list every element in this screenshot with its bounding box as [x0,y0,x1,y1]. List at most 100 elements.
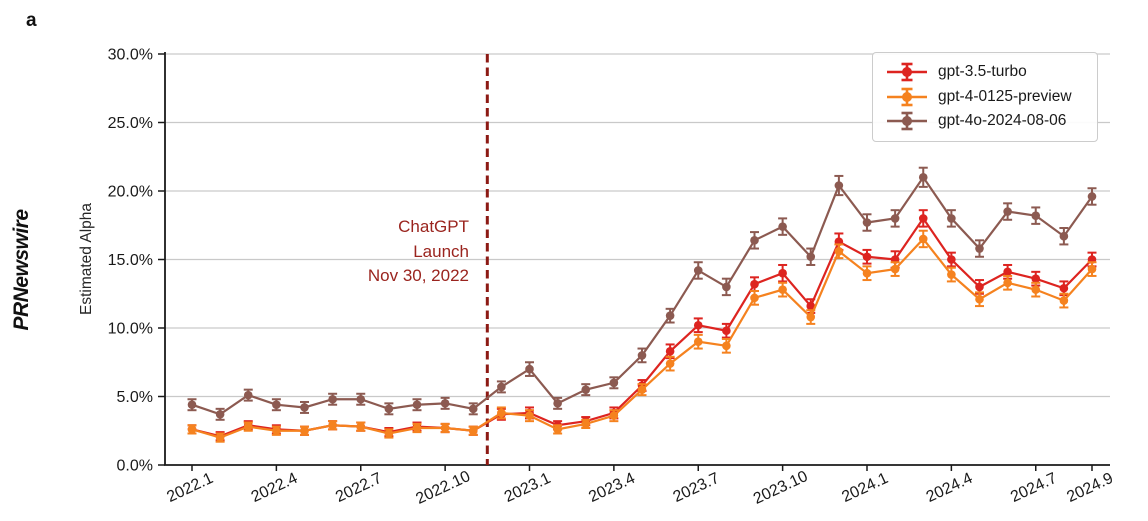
data-point [1031,285,1041,294]
data-point [665,346,675,356]
data-point [272,400,281,410]
errorbar-marker-icon [887,87,927,107]
y-axis-title: Estimated Alpha [78,203,95,315]
y-tick-label: 5.0% [117,389,153,406]
data-point [637,351,647,360]
panel-label: a [26,10,37,31]
data-point [975,244,984,253]
y-axis-ticks: 0.0% 5.0% 10.0% 15.0% 20.0% 25.0% 30.0% [108,47,165,475]
data-point [1087,192,1097,201]
x-tick-label: 2022.4 [249,470,301,506]
data-point [440,399,450,408]
legend-item-gpt-4o-2024-08-06: gpt-4o-2024-08-06 [885,109,1087,134]
data-point [947,270,956,279]
data-point [1059,283,1069,293]
data-point [1059,296,1069,305]
data-point [778,285,787,294]
data-point [918,234,928,244]
data-point [778,268,787,278]
data-point [834,246,844,256]
data-point [750,236,759,245]
data-point [1003,267,1012,277]
data-point [918,214,928,223]
errorbar-marker-icon [887,62,927,82]
y-tick-label: 25.0% [108,115,153,132]
annotation-line-1: ChatGPT [398,217,469,236]
data-point [975,294,984,304]
data-point [497,382,506,392]
data-point [1087,264,1097,274]
data-point [384,429,394,438]
data-point [525,411,534,420]
data-point [947,255,956,264]
data-point [215,433,225,442]
data-point [243,422,253,431]
data-point [1003,207,1012,216]
legend-label: gpt-4o-2024-08-06 [938,112,1067,130]
series-gpt-4-0125-preview [187,229,1097,443]
data-point [468,426,478,436]
data-point [243,390,253,400]
data-point [693,320,703,330]
data-point [862,252,872,262]
data-point [412,423,422,433]
data-point [300,426,309,436]
legend-item-gpt-4-0125-preview: gpt-4-0125-preview [885,85,1087,110]
y-tick-label: 15.0% [108,252,153,269]
data-point [300,403,309,412]
x-tick-label: 2023.4 [586,470,638,506]
data-point [862,218,872,227]
y-tick-label: 20.0% [108,184,153,201]
data-point [581,419,591,429]
data-point [497,408,506,418]
data-point [637,385,647,394]
errorbar-marker-icon [887,111,927,131]
data-point [581,385,591,394]
x-tick-label: 2022.1 [164,470,216,506]
legend: gpt-3.5-turbo gpt-4-0125-preview gpt-4o-… [872,52,1098,142]
data-point [468,404,478,414]
data-point [862,268,872,278]
data-point [890,264,900,274]
data-point [328,394,337,404]
legend-item-gpt-3-5-turbo: gpt-3.5-turbo [885,60,1087,85]
data-point [665,359,675,368]
data-point [722,282,731,292]
x-axis-ticks: 2022.1 2022.4 2022.7 2022.10 2023.1 2023.4 202… [164,465,1116,508]
x-tick-label: 2022.10 [413,468,473,508]
y-tick-label: 30.0% [108,47,153,64]
data-point [553,425,562,434]
y-tick-label: 0.0% [117,458,153,475]
data-point [693,266,703,275]
x-tick-label: 2024.9 [1064,470,1116,506]
data-point [525,364,534,374]
data-point [384,404,394,414]
data-point [806,301,816,311]
data-point [722,341,731,351]
x-tick-label: 2024.7 [1008,470,1060,506]
data-point [806,252,816,262]
data-point [834,181,844,190]
data-point [918,173,928,182]
data-point [356,394,366,404]
data-point [553,399,562,408]
data-point [187,425,197,434]
annotation-line-2: Launch [413,241,469,261]
data-point [1059,231,1069,241]
x-tick-label: 2024.4 [924,470,976,506]
data-point [440,423,450,433]
x-tick-label: 2022.7 [333,470,385,506]
legend-label: gpt-4-0125-preview [938,87,1072,105]
y-tick-label: 10.0% [108,321,153,338]
data-point [328,420,337,430]
data-point [609,378,619,388]
annotation-line-3: Nov 30, 2022 [367,266,469,285]
data-point [215,410,225,419]
data-point [1031,211,1041,220]
data-point [693,337,703,347]
data-point [750,279,759,289]
x-tick-label: 2023.10 [751,468,811,508]
data-point [1003,278,1012,288]
data-point [356,422,366,431]
